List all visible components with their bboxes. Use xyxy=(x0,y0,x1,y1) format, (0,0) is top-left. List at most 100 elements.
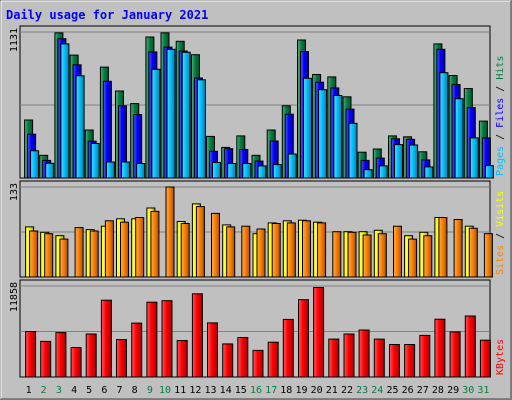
x-tick-label-day-30: 30 xyxy=(462,385,474,396)
x-tick-label-day-11: 11 xyxy=(174,385,186,396)
kbytes-bar-kbytes-day-18 xyxy=(282,318,294,378)
visits-bar-sites-day-28 xyxy=(438,217,448,278)
x-tick-label-day-24: 24 xyxy=(371,385,383,396)
kbytes-bar-kbytes-day-31 xyxy=(479,339,491,378)
hits-bar-pages-day-16 xyxy=(257,165,267,179)
x-tick-label-day-5: 5 xyxy=(86,385,92,396)
hits-bar-pages-day-1 xyxy=(30,150,40,179)
hits-bar-pages-day-17 xyxy=(272,164,282,179)
visits-bar-sites-day-10 xyxy=(165,186,175,278)
visits-bar-sites-day-21 xyxy=(332,231,342,278)
y-axis-max-labels: 1131 133 11858 xyxy=(9,28,20,312)
hits-bar-pages-day-4 xyxy=(75,75,85,179)
hits-bar-pages-day-14 xyxy=(227,163,237,179)
x-tick-label-day-4: 4 xyxy=(71,385,77,396)
x-tick-label-day-28: 28 xyxy=(432,385,444,396)
x-tick-label-day-22: 22 xyxy=(341,385,353,396)
hits-bar-pages-day-26 xyxy=(409,144,419,179)
hits-bar-pages-day-24 xyxy=(378,165,388,179)
visits-bar-sites-day-16 xyxy=(256,228,266,278)
hits-bar-pages-day-8 xyxy=(136,163,146,179)
visits-panel xyxy=(19,180,493,278)
hits-bar-pages-day-27 xyxy=(424,166,434,179)
x-tick-label-day-13: 13 xyxy=(204,385,216,396)
hits-bar-pages-day-6 xyxy=(105,161,115,179)
x-tick-label-day-15: 15 xyxy=(235,385,247,396)
kbytes-bar-kbytes-day-17 xyxy=(267,341,279,378)
hits-bar-pages-day-13 xyxy=(212,162,221,179)
visits-bar-sites-day-19 xyxy=(302,220,311,278)
kbytes-bar-kbytes-day-10 xyxy=(161,300,173,378)
x-tick-label-day-14: 14 xyxy=(220,385,232,396)
visits-right-label: Sites / Visits xyxy=(495,191,506,275)
visits-bar-sites-day-15 xyxy=(241,225,251,278)
x-tick-label-day-1: 1 xyxy=(26,385,32,396)
visits-bar-sites-day-25 xyxy=(393,225,402,278)
hits-bar-pages-day-3 xyxy=(60,43,70,179)
visits-bar-sites-day-7 xyxy=(120,221,129,278)
kbytes-bar-kbytes-day-28 xyxy=(434,318,446,378)
kbytes-bar-kbytes-day-3 xyxy=(55,332,67,378)
visits-right-label-sep-1: / xyxy=(495,227,506,245)
x-axis-labels: 1 2 3 4 5 6 7 8 9 10 11 12 13 14 15 16 17 18 19 20 21 22 23 24 2… xyxy=(26,385,490,396)
hits-bar-pages-day-5 xyxy=(90,143,100,179)
kbytes-bar-kbytes-day-23 xyxy=(358,329,370,378)
hits-right-label-pages: Pages xyxy=(495,146,506,176)
visits-bar-sites-day-14 xyxy=(226,226,236,278)
x-tick-label-day-25: 25 xyxy=(386,385,398,396)
x-tick-label-day-20: 20 xyxy=(311,385,323,396)
kbytes-bar-kbytes-day-8 xyxy=(131,322,143,378)
visits-bar-sites-day-12 xyxy=(195,206,205,278)
visits-right-label-visits: Visits xyxy=(495,191,506,227)
kbytes-bar-kbytes-day-22 xyxy=(343,333,355,378)
kbytes-bar-kbytes-day-6 xyxy=(100,299,112,378)
visits-bar-sites-day-29 xyxy=(453,219,463,278)
hits-panel xyxy=(19,25,494,179)
visits-bar-sites-day-2 xyxy=(44,233,54,278)
kbytes-bar-kbytes-day-5 xyxy=(85,333,97,378)
visits-bar-sites-day-17 xyxy=(271,223,281,278)
x-tick-label-day-2: 2 xyxy=(41,385,47,396)
visits-bar-sites-day-30 xyxy=(468,227,478,278)
hits-ymax-label: 1131 xyxy=(9,28,20,52)
x-tick-label-day-31: 31 xyxy=(477,385,489,396)
visits-bar-sites-day-5 xyxy=(89,230,99,278)
x-tick-label-day-16: 16 xyxy=(250,385,262,396)
hits-bar-pages-day-30 xyxy=(469,137,479,179)
hits-bar-pages-day-7 xyxy=(121,161,130,179)
hits-bar-pages-day-31 xyxy=(484,165,494,179)
visits-bar-sites-day-26 xyxy=(408,238,418,278)
hits-bar-pages-day-18 xyxy=(287,153,297,179)
hits-bar-pages-day-15 xyxy=(242,163,252,179)
kbytes-bar-kbytes-day-11 xyxy=(176,340,188,378)
kbytes-bar-kbytes-day-21 xyxy=(328,338,340,378)
visits-bar-sites-day-9 xyxy=(150,210,160,278)
x-tick-label-day-12: 12 xyxy=(189,385,201,396)
right-axis-labels: Pages / Files / Hits Sites / Visits KBytes xyxy=(495,56,506,375)
hits-bar-pages-day-11 xyxy=(181,51,191,179)
visits-bar-sites-day-8 xyxy=(135,217,145,278)
kbytes-ymax-label: 11858 xyxy=(9,282,20,312)
hits-right-label: Pages / Files / Hits xyxy=(495,56,506,176)
x-tick-label-day-17: 17 xyxy=(265,385,277,396)
chart-panels xyxy=(19,25,494,378)
kbytes-bar-kbytes-day-14 xyxy=(222,343,234,378)
x-tick-label-day-6: 6 xyxy=(101,385,107,396)
visits-bar-sites-day-20 xyxy=(317,222,327,278)
kbytes-bar-kbytes-day-9 xyxy=(146,301,158,378)
x-tick-label-day-26: 26 xyxy=(402,385,414,396)
visits-bar-sites-day-1 xyxy=(29,230,39,278)
kbytes-bar-kbytes-day-15 xyxy=(237,337,249,378)
x-tick-label-day-18: 18 xyxy=(280,385,292,396)
kbytes-bar-kbytes-day-16 xyxy=(252,349,264,378)
visits-bar-sites-day-27 xyxy=(423,235,433,278)
kbytes-bar-kbytes-day-2 xyxy=(40,340,52,378)
visits-right-label-sites: Sites xyxy=(495,245,506,275)
x-tick-label-day-29: 29 xyxy=(447,385,459,396)
visits-bar-sites-day-11 xyxy=(180,223,190,278)
visits-bar-sites-day-3 xyxy=(59,238,69,278)
visits-ymax-label: 133 xyxy=(9,183,20,201)
kbytes-bar-kbytes-day-1 xyxy=(25,331,37,378)
x-tick-label-day-3: 3 xyxy=(56,385,62,396)
visits-bar-sites-day-24 xyxy=(377,233,387,278)
